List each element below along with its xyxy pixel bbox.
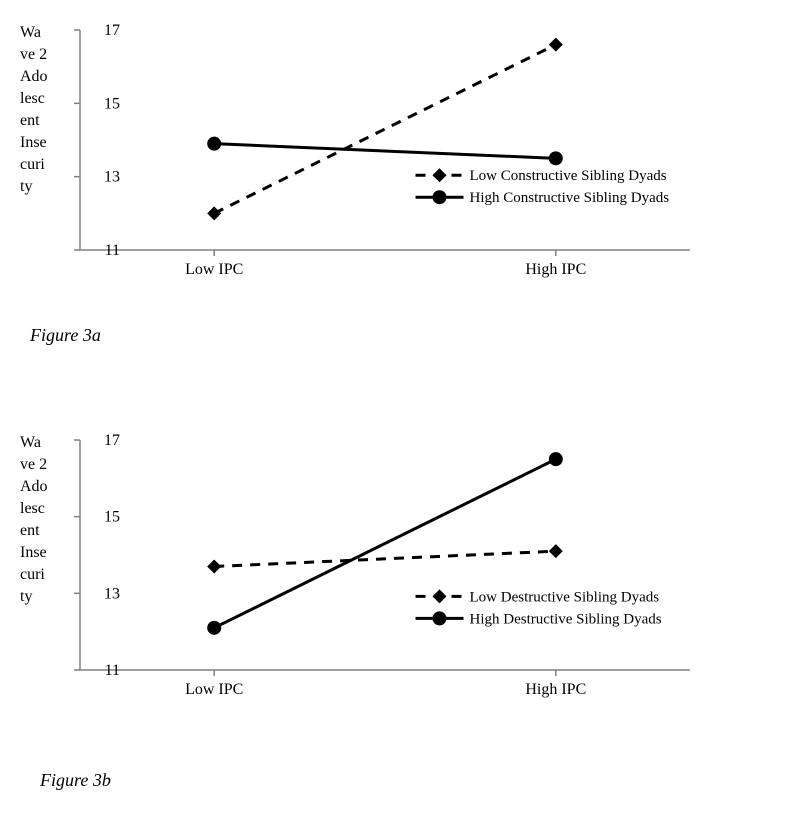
chart-a-svg: 11 13 15 17 Low IPC High IPC Wave 2 Adolescent… <box>20 20 700 290</box>
chart-a-ytick-label: 17 <box>104 22 120 39</box>
chart-a-caption: Figure 3a <box>30 325 101 346</box>
chart-b-xtick-label: High IPC <box>525 681 586 698</box>
chart-b-block: 11 13 15 17 Low IPC High IPC Wave 2 Adolescent… <box>20 430 700 710</box>
chart-a-marker <box>207 137 221 151</box>
chart-a-legend-label: Low Constructive Sibling Dyads <box>470 168 667 184</box>
chart-b-bg <box>20 430 700 710</box>
chart-b-ytick-label: 15 <box>104 509 120 526</box>
chart-b-ytick-label: 11 <box>105 662 120 679</box>
chart-a-ytick-label: 11 <box>105 242 120 259</box>
chart-a-ytick-label: 15 <box>104 95 120 112</box>
chart-a-marker <box>433 190 447 204</box>
chart-a-legend-label: High Constructive Sibling Dyads <box>470 190 670 206</box>
chart-b-legend-label: High Destructive Sibling Dyads <box>470 611 662 627</box>
chart-a-block: 11 13 15 17 Low IPC High IPC Wave 2 Adolescent… <box>20 20 700 290</box>
chart-b: 11 13 15 17 Low IPC High IPC Wave 2 Adolescent… <box>20 430 700 710</box>
page: 11 13 15 17 Low IPC High IPC Wave 2 Adolescent… <box>0 0 800 822</box>
chart-b-xtick-label: Low IPC <box>185 681 243 698</box>
chart-b-ytick-label: 13 <box>104 585 120 602</box>
chart-b-ylabel: Wave 2 Adolescent Insecurity <box>20 432 52 678</box>
chart-a-xtick-label: Low IPC <box>185 261 243 278</box>
chart-b-marker <box>433 611 447 625</box>
chart-b-svg: 11 13 15 17 Low IPC High IPC Wave 2 Adolescent… <box>20 430 700 710</box>
chart-a-ytick-label: 13 <box>104 169 120 186</box>
chart-b-marker <box>207 621 221 635</box>
chart-b-legend-label: Low Destructive Sibling Dyads <box>470 589 660 605</box>
chart-b-marker <box>549 452 563 466</box>
chart-a-marker <box>549 151 563 165</box>
chart-b-caption: Figure 3b <box>40 770 111 791</box>
chart-a-ylabel: Wave 2 Adolescent Insecurity <box>20 22 52 258</box>
chart-a-xtick-label: High IPC <box>525 261 586 278</box>
chart-b-ytick-label: 17 <box>104 432 120 449</box>
chart-a: 11 13 15 17 Low IPC High IPC Wave 2 Adolescent… <box>20 20 700 290</box>
